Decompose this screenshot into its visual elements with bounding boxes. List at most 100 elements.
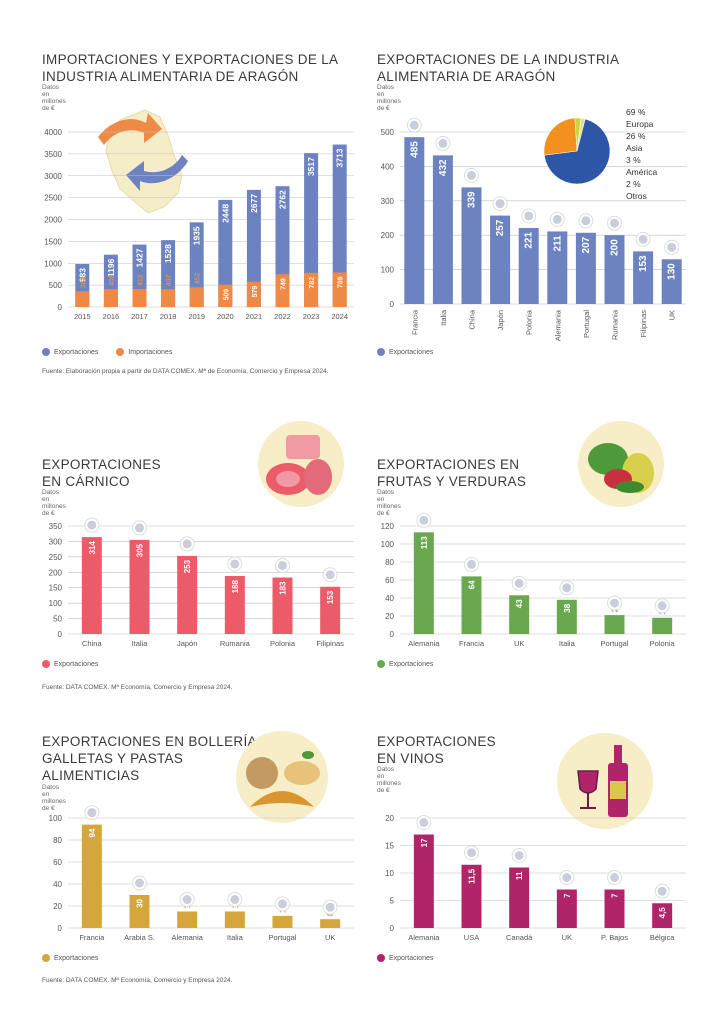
country-flag-icon bbox=[657, 601, 667, 611]
bar-value-label: 432 bbox=[438, 159, 449, 176]
chart-subtitle-wine: Datos en millones de € bbox=[377, 766, 401, 794]
country-flag-icon bbox=[182, 539, 192, 549]
legend-dot-exports bbox=[42, 348, 50, 356]
pie-slice-asia bbox=[543, 117, 578, 156]
bar-value-label: 3517 bbox=[306, 157, 316, 176]
country-flag-icon bbox=[581, 216, 591, 226]
x-tick-label: 2016 bbox=[103, 312, 120, 321]
chart-wine-exports: 0 5 10 15 20 17 Alemania 11,5 USA 11 Canadá 7 UK 7 P. … bbox=[385, 814, 686, 942]
source-note-imports-exports: Fuente: Elaboración propia a partir de D… bbox=[42, 368, 329, 375]
bar-value bbox=[272, 915, 293, 928]
country-flag-icon bbox=[278, 899, 287, 909]
y-tick-label: 100 bbox=[49, 814, 63, 823]
bar-value-label: 94 bbox=[88, 828, 97, 837]
x-tick-label: 2017 bbox=[131, 312, 148, 321]
bar-value bbox=[490, 215, 511, 304]
bar-value bbox=[661, 259, 682, 304]
bar-value-label: 789 bbox=[338, 276, 345, 288]
chart-fruit-veg-exports: 0 20 40 60 80 100 120 113 Alemania 64 Francia 43 UK 3… bbox=[381, 512, 686, 648]
legend-label-exports: Exportaciones bbox=[389, 348, 434, 356]
chart-title-wine: EXPORTACIONES EN VINOS bbox=[377, 734, 496, 766]
bar-value-label: 412 bbox=[138, 274, 145, 286]
x-tick-label: Canadá bbox=[506, 933, 533, 942]
bar-importaciones bbox=[332, 272, 347, 307]
bar-value bbox=[320, 919, 341, 928]
y-tick-label: 400 bbox=[381, 162, 395, 171]
y-tick-label: 50 bbox=[53, 615, 62, 624]
country-flag-icon bbox=[278, 561, 287, 571]
country-flag-icon bbox=[610, 598, 619, 608]
chart-exports-by-country: 0 100 200 300 400 500 485 Francia 432 Italia 339 Ch… bbox=[381, 117, 686, 341]
bar-value bbox=[604, 235, 625, 304]
bar-importaciones bbox=[75, 291, 90, 307]
bar-value bbox=[461, 864, 482, 928]
bar-value-label: 153 bbox=[326, 590, 335, 604]
country-flag-icon bbox=[230, 559, 240, 569]
legend-dot-imports bbox=[116, 348, 125, 356]
bar-value-label: 211 bbox=[552, 235, 563, 252]
x-tick-label: Alemania bbox=[172, 933, 204, 942]
chart-title-bakery: EXPORTACIONES EN BOLLERÍA, GALLETAS Y PA… bbox=[42, 734, 261, 783]
country-flag-icon bbox=[325, 902, 335, 912]
x-tick-label: China bbox=[82, 639, 102, 648]
source-note-bakery: Fuente: DATA COMEX. Mª Economía, Comerci… bbox=[42, 977, 233, 984]
bar-value-label: 200 bbox=[610, 239, 621, 256]
country-flag-icon bbox=[514, 851, 524, 860]
x-tick-label: Francia bbox=[410, 309, 419, 335]
legend-dot-exports bbox=[377, 660, 385, 668]
country-flag-icon bbox=[667, 242, 677, 252]
country-flag-icon bbox=[419, 515, 429, 525]
x-tick-label: Alemania bbox=[408, 933, 440, 942]
pie-slice-europa bbox=[543, 118, 611, 185]
bar-value-label: 113 bbox=[420, 536, 429, 549]
bar-value-label: 257 bbox=[495, 219, 506, 236]
bar-value bbox=[177, 555, 198, 634]
bar-value-label: 11 bbox=[515, 871, 524, 880]
pie-label-asia: 26 % Asia bbox=[626, 131, 646, 153]
legend-dot-exports bbox=[377, 348, 385, 356]
source-note-meat: Fuente: DATA COMEX. Mª Economía, Comerci… bbox=[42, 684, 233, 691]
country-flag-icon bbox=[552, 214, 562, 224]
bar-value bbox=[556, 889, 577, 928]
bar-value-label: 509 bbox=[223, 289, 230, 301]
bar-exportaciones bbox=[246, 189, 261, 307]
x-tick-label: 2024 bbox=[331, 312, 348, 321]
y-tick-label: 0 bbox=[390, 630, 395, 639]
legend-dot-exports bbox=[377, 954, 385, 962]
x-tick-label: Polonia bbox=[650, 639, 676, 648]
bar-value-label: 485 bbox=[409, 141, 420, 158]
x-tick-label: Italia bbox=[559, 639, 576, 648]
country-flag-icon bbox=[325, 570, 335, 580]
bar-value-label: 64 bbox=[468, 580, 477, 589]
y-tick-label: 100 bbox=[49, 599, 63, 608]
country-flag-icon bbox=[419, 818, 429, 827]
bar-value-label: 183 bbox=[279, 581, 288, 595]
bar-value-label: 983 bbox=[77, 268, 87, 282]
bar-importaciones bbox=[246, 281, 261, 307]
bar-value bbox=[432, 155, 453, 304]
legend-dot-exports bbox=[42, 660, 50, 668]
chart-meat-exports: 0 50 100 150 200 250 300 350 314 China 305 Italia 25… bbox=[49, 517, 354, 648]
bar-value bbox=[604, 889, 625, 928]
bar-value-label: 207 bbox=[581, 236, 592, 253]
bar-value bbox=[652, 903, 673, 928]
x-tick-label: Portugal bbox=[269, 933, 297, 942]
legend-label-exports: Exportaciones bbox=[54, 660, 99, 668]
country-flag-icon bbox=[467, 170, 476, 180]
bar-value bbox=[604, 615, 625, 634]
bar-value bbox=[652, 617, 673, 634]
y-tick-label: 0 bbox=[390, 924, 395, 933]
fruit-vegetable-icon bbox=[578, 421, 664, 507]
bar-value-label: 253 bbox=[183, 559, 192, 573]
legend-label-exports: Exportaciones bbox=[389, 954, 434, 962]
x-tick-label: Arabia S. bbox=[124, 933, 155, 942]
y-tick-label: 200 bbox=[49, 568, 63, 577]
y-tick-label: 40 bbox=[53, 880, 62, 889]
y-tick-label: 20 bbox=[385, 814, 394, 823]
bakery-icon bbox=[236, 731, 328, 823]
chart-title-imports-exports: IMPORTACIONES Y EXPORTACIONES DE LA INDU… bbox=[42, 52, 339, 84]
x-tick-label: UK bbox=[514, 639, 524, 648]
bar-value bbox=[547, 231, 568, 304]
